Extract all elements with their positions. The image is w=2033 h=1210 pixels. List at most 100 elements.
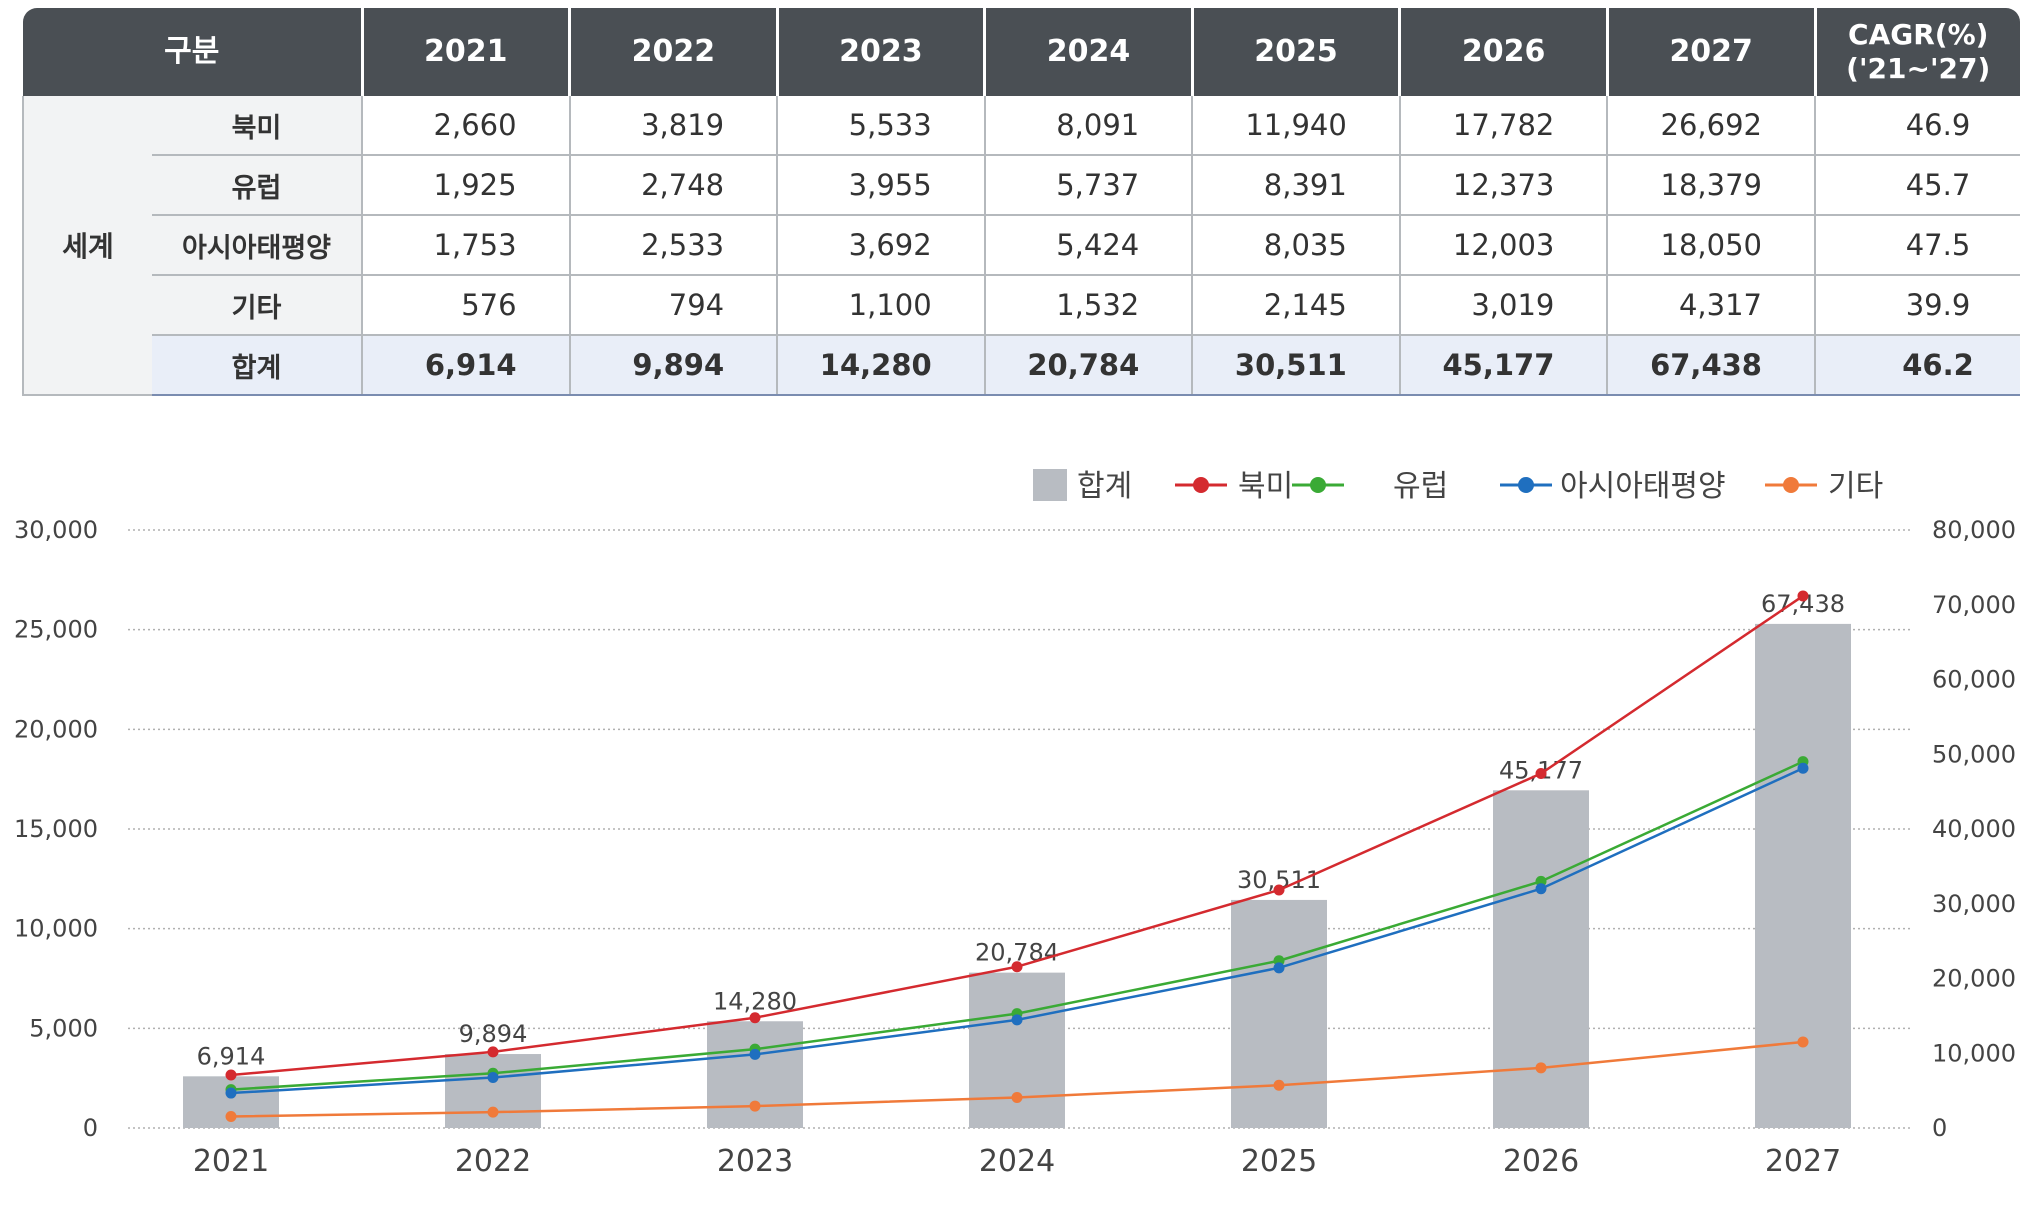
cagr-cell: 46.2 bbox=[1814, 335, 2020, 396]
left-axis-tick-label: 30,000 bbox=[14, 516, 98, 544]
table-cell: 14,280 bbox=[776, 335, 985, 396]
header-cagr: CAGR(%) ('21~'27) bbox=[1813, 8, 2020, 96]
left-axis-tick-label: 25,000 bbox=[14, 616, 98, 644]
right-axis-tick-label: 30,000 bbox=[1932, 890, 2016, 918]
table-cell: 30,511 bbox=[1191, 335, 1400, 396]
left-axis-tick-label: 15,000 bbox=[14, 815, 98, 843]
table-cell: 26,692 bbox=[1606, 96, 1815, 156]
x-axis-tick-label: 2027 bbox=[1765, 1144, 1841, 1179]
series-point bbox=[1011, 961, 1023, 973]
series-point bbox=[1535, 768, 1547, 780]
table-cell: 67,438 bbox=[1606, 335, 1815, 396]
header-year: 2024 bbox=[983, 8, 1193, 96]
bar-data-label: 9,894 bbox=[459, 1020, 528, 1048]
table-cell: 5,424 bbox=[983, 215, 1193, 276]
bar-data-label: 14,280 bbox=[713, 987, 797, 1015]
legend-swatch-point bbox=[1310, 477, 1326, 493]
legend-label: 기타 bbox=[1828, 469, 1883, 504]
market-size-table: 구분 2021 2022 2023 2024 2025 2026 2027 CA… bbox=[22, 8, 2020, 396]
series-point bbox=[1535, 1062, 1547, 1074]
legend-swatch-point bbox=[1518, 477, 1534, 493]
bar-total bbox=[969, 972, 1065, 1128]
region-label: 북미 bbox=[152, 96, 363, 156]
table-cell: 3,819 bbox=[568, 96, 778, 156]
region-label: 아시아태평양 bbox=[152, 215, 363, 276]
table-cell: 2,660 bbox=[361, 96, 570, 156]
table-cell: 20,784 bbox=[983, 335, 1193, 396]
table-cell: 1,100 bbox=[776, 275, 985, 336]
table-row: 기타 576 794 1,100 1,532 2,145 3,019 4,317 39.9 bbox=[23, 275, 2020, 336]
bar-data-label: 6,914 bbox=[197, 1042, 266, 1070]
table-row: 합계 6,914 9,894 14,280 20,784 30,511 45,177 67,4… bbox=[23, 335, 2020, 396]
left-axis-tick-label: 5,000 bbox=[29, 1014, 98, 1042]
right-axis-tick-label: 20,000 bbox=[1932, 965, 2016, 993]
cagr-cell: 39.9 bbox=[1814, 275, 2020, 336]
x-axis-tick-label: 2022 bbox=[455, 1144, 531, 1179]
header-year: 2026 bbox=[1398, 8, 1608, 96]
header-year: 2025 bbox=[1190, 8, 1400, 96]
bar-total bbox=[1493, 790, 1589, 1128]
right-axis-tick-label: 70,000 bbox=[1932, 591, 2016, 619]
header-cagr-line2: ('21~'27) bbox=[1846, 52, 1991, 85]
left-axis-tick-label: 0 bbox=[83, 1114, 98, 1142]
series-point bbox=[749, 1048, 761, 1060]
bar-total bbox=[1755, 623, 1851, 1128]
table-cell: 794 bbox=[568, 275, 778, 336]
cagr-cell: 46.9 bbox=[1814, 96, 2020, 156]
table-row: 유럽 1,925 2,748 3,955 5,737 8,391 12,373 18,379 4… bbox=[23, 155, 2020, 216]
series-point bbox=[749, 1100, 761, 1112]
left-axis-tick-label: 10,000 bbox=[14, 915, 98, 943]
table-cell: 45,177 bbox=[1398, 335, 1608, 396]
table-cell: 2,533 bbox=[568, 215, 778, 276]
market-chart: 0 5,000 10,000 15,000 20,000 25,000 30,000 0 10,… bbox=[14, 469, 2016, 1179]
right-axis-tick-label: 40,000 bbox=[1932, 815, 2016, 843]
right-axis-tick-label: 80,000 bbox=[1932, 516, 2016, 544]
table-cell: 12,373 bbox=[1398, 155, 1608, 216]
table-row: 아시아태평양 1,753 2,533 3,692 5,424 8,035 12,003 18,… bbox=[23, 215, 2020, 276]
cagr-cell: 47.5 bbox=[1814, 215, 2020, 276]
series-point bbox=[225, 1111, 237, 1123]
bar-total bbox=[707, 1021, 803, 1128]
table-cell: 18,050 bbox=[1606, 215, 1815, 276]
region-label: 유럽 bbox=[152, 155, 363, 216]
table-cell: 5,737 bbox=[983, 155, 1193, 216]
x-axis-tick-label: 2025 bbox=[1241, 1144, 1317, 1179]
right-axis-tick-label: 0 bbox=[1932, 1114, 1947, 1142]
series-point bbox=[487, 1046, 499, 1058]
group-label: 세계 bbox=[22, 96, 152, 396]
header-year: 2022 bbox=[568, 8, 778, 96]
header-year: 2023 bbox=[775, 8, 985, 96]
right-axis-tick-label: 10,000 bbox=[1932, 1039, 2016, 1067]
x-axis-tick-label: 2021 bbox=[193, 1144, 269, 1179]
table-cell: 576 bbox=[361, 275, 570, 336]
market-table-container: 구분 2021 2022 2023 2024 2025 2026 2027 CA… bbox=[22, 8, 2020, 396]
series-point bbox=[1273, 962, 1285, 974]
region-label: 합계 bbox=[152, 335, 363, 396]
table-cell: 3,019 bbox=[1398, 275, 1608, 336]
header-year: 2027 bbox=[1605, 8, 1815, 96]
table-cell: 3,955 bbox=[776, 155, 985, 216]
series-point bbox=[1273, 1079, 1285, 1091]
right-axis-tick-label: 50,000 bbox=[1932, 740, 2016, 768]
series-point bbox=[487, 1072, 499, 1084]
table-cell: 8,391 bbox=[1191, 155, 1400, 216]
x-axis-tick-label: 2023 bbox=[717, 1144, 793, 1179]
left-axis-tick-label: 20,000 bbox=[14, 715, 98, 743]
series-point bbox=[487, 1106, 499, 1118]
table-cell: 2,145 bbox=[1191, 275, 1400, 336]
table-cell: 12,003 bbox=[1398, 215, 1608, 276]
table-cell: 11,940 bbox=[1191, 96, 1400, 156]
table-row: 세계 북미 2,660 3,819 5,533 8,091 11,940 17,782 26,6… bbox=[22, 96, 2020, 396]
series-point bbox=[1535, 883, 1547, 895]
table-cell: 4,317 bbox=[1606, 275, 1815, 336]
series-point bbox=[749, 1012, 761, 1024]
table-cell: 3,692 bbox=[776, 215, 985, 276]
legend-label: 아시아태평양 bbox=[1560, 469, 1726, 504]
cagr-cell: 45.7 bbox=[1814, 155, 2020, 216]
table-cell: 5,533 bbox=[776, 96, 985, 156]
table-cell: 6,914 bbox=[361, 335, 570, 396]
header-year: 2021 bbox=[360, 8, 570, 96]
series-point bbox=[1797, 590, 1809, 602]
x-axis-tick-label: 2026 bbox=[1503, 1144, 1579, 1179]
table-cell: 8,091 bbox=[983, 96, 1193, 156]
